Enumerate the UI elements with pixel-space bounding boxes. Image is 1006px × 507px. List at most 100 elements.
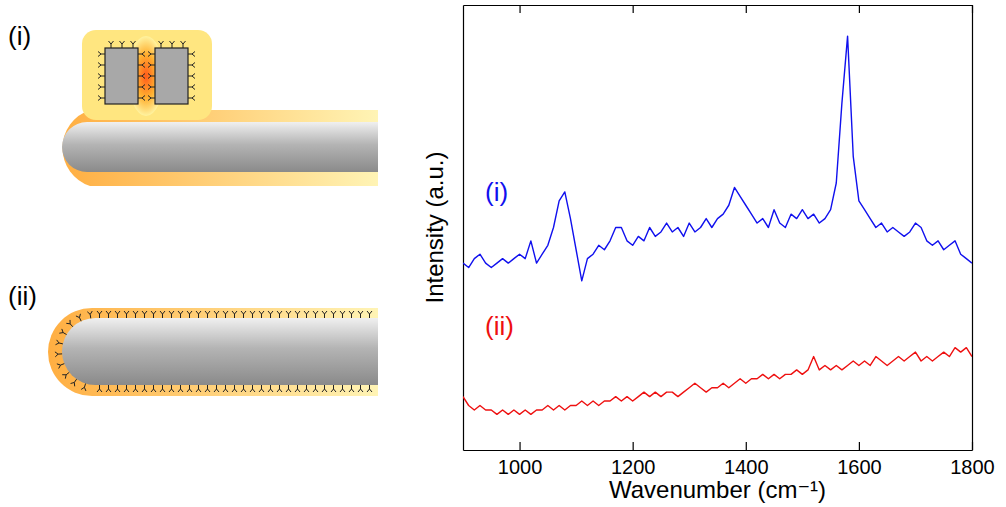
tick-label: 1400 <box>724 456 769 478</box>
ligand <box>55 352 62 357</box>
ligand <box>138 74 145 79</box>
tick-mark <box>633 5 634 13</box>
ligand <box>214 385 219 392</box>
tick-mark <box>859 442 860 450</box>
ligand <box>138 85 145 90</box>
ligand <box>188 96 195 101</box>
ligand <box>138 63 145 68</box>
tick-mark <box>746 442 747 450</box>
ligand <box>277 385 282 392</box>
glow <box>48 308 378 396</box>
ligand <box>232 385 237 392</box>
tick-mark <box>633 442 634 450</box>
rod-ii <box>48 308 378 396</box>
ligand <box>196 385 201 392</box>
ligand <box>187 311 192 318</box>
figure: (i)(ii)10001200140016001800(i)(ii)Wavenu… <box>0 0 1006 507</box>
ligand <box>188 52 195 57</box>
ligand <box>57 364 64 369</box>
ligand <box>349 385 354 392</box>
ligand <box>98 74 105 79</box>
ligand <box>268 385 273 392</box>
ligand <box>160 385 165 392</box>
ligand <box>322 385 327 392</box>
axis-line <box>972 6 973 451</box>
ligand <box>340 311 345 318</box>
ligand <box>250 311 255 318</box>
ligand <box>131 41 136 48</box>
ligand <box>71 379 77 386</box>
ligand <box>148 85 155 90</box>
ligand <box>115 311 120 318</box>
ligand <box>187 385 192 392</box>
ligand <box>106 385 111 392</box>
ligand <box>142 311 147 318</box>
spectrum-line <box>463 348 972 415</box>
ligand <box>66 320 73 327</box>
x-axis: 10001200140016001800 <box>464 442 995 478</box>
y-axis-right <box>972 6 973 451</box>
tick: 1600 <box>837 442 882 478</box>
ligand <box>367 311 372 318</box>
ligand <box>98 85 105 90</box>
panel-label: (i) <box>8 21 31 51</box>
tick-mark <box>519 442 520 450</box>
tick <box>746 5 747 13</box>
ligand <box>349 311 354 318</box>
ligand <box>133 385 138 392</box>
nanorod <box>62 122 378 172</box>
rod-i <box>62 30 378 186</box>
ligand <box>87 311 92 318</box>
ligand <box>148 52 155 57</box>
tick-mark <box>746 5 747 13</box>
ligand <box>148 74 155 79</box>
ligand <box>178 311 183 318</box>
axis-line <box>463 6 464 451</box>
ligand <box>196 311 201 318</box>
ligand <box>304 311 309 318</box>
ligand <box>109 41 114 48</box>
ligand <box>169 311 174 318</box>
ligand <box>81 384 86 391</box>
tick-label: 1000 <box>498 456 543 478</box>
ligand <box>62 372 69 378</box>
x-axis-top <box>464 5 973 13</box>
ligand <box>304 385 309 392</box>
y-axis-title: Intensity (a.u.) <box>421 151 448 303</box>
ligand <box>151 311 156 318</box>
ligand <box>331 385 336 392</box>
ligand <box>205 385 210 392</box>
panel-label: (ii) <box>8 281 37 311</box>
tick-mark <box>519 5 520 13</box>
ligand <box>98 96 105 101</box>
ligand <box>268 311 273 318</box>
ligand <box>259 385 264 392</box>
ligand <box>97 385 102 392</box>
nanocube <box>155 48 188 104</box>
ligand <box>142 385 147 392</box>
tick: 1400 <box>724 442 769 478</box>
ligand <box>181 41 186 48</box>
ligand <box>188 85 195 90</box>
axis-line <box>464 450 973 451</box>
tick-label: 1800 <box>950 456 995 478</box>
ligand <box>98 52 105 57</box>
glow <box>82 30 212 120</box>
ligand <box>124 311 129 318</box>
tick <box>633 5 634 13</box>
ligand <box>241 385 246 392</box>
ligand <box>322 311 327 318</box>
ligand <box>259 311 264 318</box>
nanocube <box>105 48 138 104</box>
ligand <box>178 385 183 392</box>
ligand <box>138 52 145 57</box>
ligand <box>250 385 255 392</box>
ligand <box>331 311 336 318</box>
ligand <box>286 385 291 392</box>
ligand <box>55 340 62 345</box>
plot-area <box>463 36 972 414</box>
ligand <box>59 329 66 335</box>
ligand <box>367 385 372 392</box>
ligand <box>133 311 138 318</box>
tick-mark <box>859 5 860 13</box>
